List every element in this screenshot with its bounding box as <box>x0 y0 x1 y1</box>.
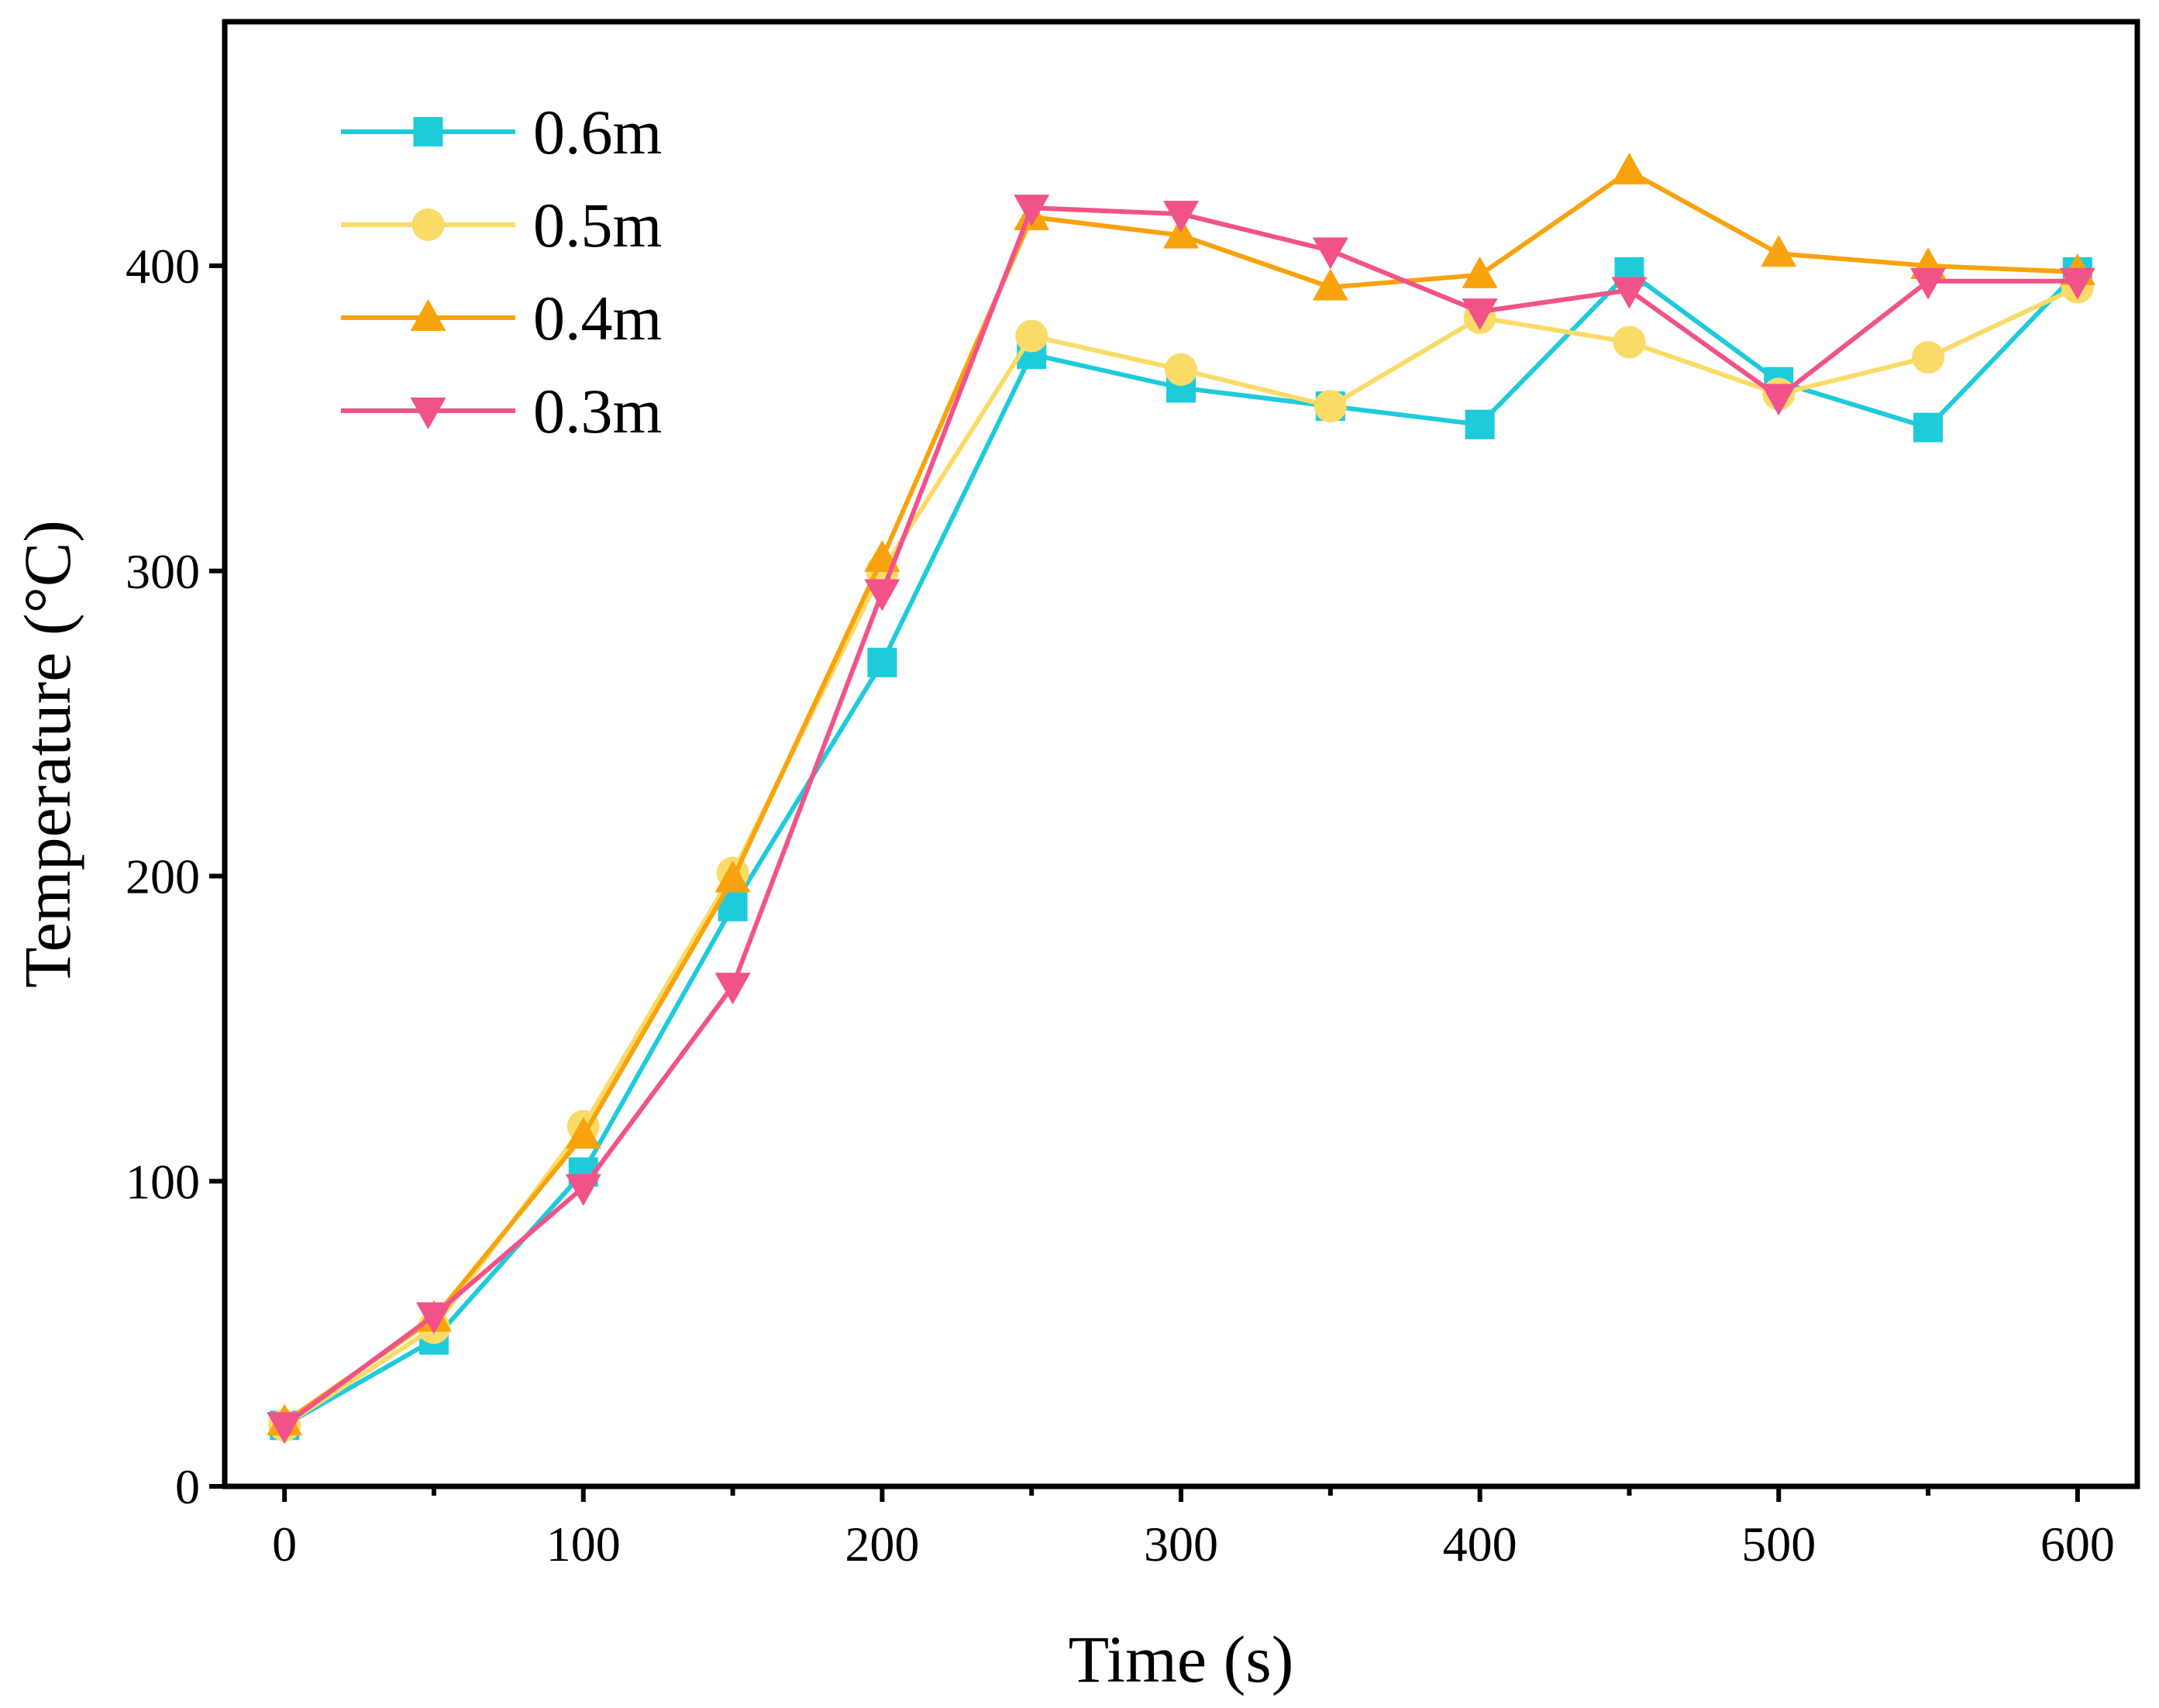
data-point-0.3m-550 <box>1910 267 1947 300</box>
data-point-0.3m-100 <box>565 1174 601 1207</box>
data-point-0.3m-0 <box>267 1412 303 1445</box>
x-axis-title: Time (s) <box>1069 1622 1294 1696</box>
y-tick-label-200: 200 <box>126 849 200 904</box>
plot-series <box>267 152 2095 1445</box>
data-point-0.3m-600 <box>2059 267 2095 300</box>
y-tick-label-400: 400 <box>126 239 200 294</box>
x-tick-label-100: 100 <box>546 1517 621 1572</box>
series-0.5m <box>268 270 2094 1442</box>
legend-item-0.5m: 0.5m <box>341 190 662 260</box>
x-tick-label-400: 400 <box>1443 1517 1517 1572</box>
data-point-0.4m-450 <box>1611 152 1648 184</box>
legend-label-0.4m: 0.4m <box>533 283 662 353</box>
data-point-0.4m-400 <box>1462 256 1498 288</box>
data-point-0.5m-550 <box>1912 341 1945 374</box>
data-point-0.3m-350 <box>1312 237 1348 270</box>
y-axis-title: Temperature (°C) <box>10 520 84 988</box>
y-tick-label-0: 0 <box>175 1459 200 1514</box>
data-point-0.3m-500 <box>1761 384 1797 416</box>
legend-item-0.4m: 0.4m <box>341 283 662 353</box>
legend-label-0.6m: 0.6m <box>533 97 662 167</box>
data-point-0.5m-250 <box>1015 319 1049 353</box>
data-point-0.4m-500 <box>1761 235 1797 267</box>
data-point-0.4m-300 <box>1163 216 1199 249</box>
data-point-0.3m-50 <box>415 1302 452 1334</box>
data-point-0.4m-350 <box>1312 268 1348 301</box>
x-tick-label-600: 600 <box>2040 1517 2115 1572</box>
data-point-0.3m-250 <box>1014 195 1050 227</box>
data-point-0.5m-300 <box>1165 353 1197 386</box>
y-tick-label-300: 300 <box>126 544 200 599</box>
legend-marker-0.3m <box>410 398 446 429</box>
x-tick-label-500: 500 <box>1741 1517 1816 1572</box>
data-point-0.3m-300 <box>1163 201 1199 233</box>
y-tick-label-100: 100 <box>126 1154 200 1209</box>
data-point-0.4m-100 <box>565 1117 601 1149</box>
data-point-0.6m-550 <box>1913 412 1944 442</box>
axes: 0 100 200 300 400 500 600 0 100 200 300 400 <box>126 19 2140 1572</box>
legend-item-0.6m: 0.6m <box>341 97 662 167</box>
x-tick-label-300: 300 <box>1144 1517 1218 1572</box>
legend-label-0.5m: 0.5m <box>533 190 662 260</box>
data-point-0.3m-400 <box>1462 298 1498 331</box>
data-point-0.5m-450 <box>1613 325 1646 359</box>
data-point-0.5m-350 <box>1314 390 1347 423</box>
series-0.3m <box>267 195 2095 1445</box>
x-tick-label-0: 0 <box>272 1517 297 1572</box>
legend-marker-0.4m <box>410 299 446 331</box>
x-tick-label-200: 200 <box>845 1517 919 1572</box>
data-point-0.4m-150 <box>715 860 751 893</box>
legend-item-0.3m: 0.3m <box>341 376 662 446</box>
data-point-0.6m-200 <box>867 647 897 677</box>
data-point-0.6m-400 <box>1465 409 1495 439</box>
legend: 0.6m 0.5m 0.4m 0.3m <box>341 97 662 446</box>
data-point-0.3m-150 <box>715 973 751 1005</box>
legend-marker-0.6m <box>413 117 443 146</box>
legend-marker-0.5m <box>411 208 445 241</box>
legend-label-0.3m: 0.3m <box>533 376 662 446</box>
series-line-0.5m <box>283 284 2079 1427</box>
data-point-0.3m-200 <box>864 579 900 611</box>
data-point-0.3m-450 <box>1611 277 1648 309</box>
